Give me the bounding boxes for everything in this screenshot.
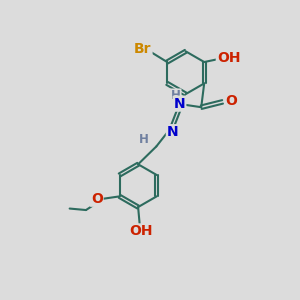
- Text: H: H: [171, 89, 181, 102]
- Text: OH: OH: [129, 224, 153, 239]
- Text: O: O: [91, 192, 103, 206]
- Text: N: N: [167, 125, 178, 139]
- Text: O: O: [225, 94, 237, 108]
- Text: OH: OH: [217, 52, 240, 65]
- Text: Br: Br: [134, 42, 152, 56]
- Text: N: N: [174, 97, 185, 111]
- Text: H: H: [139, 133, 149, 146]
